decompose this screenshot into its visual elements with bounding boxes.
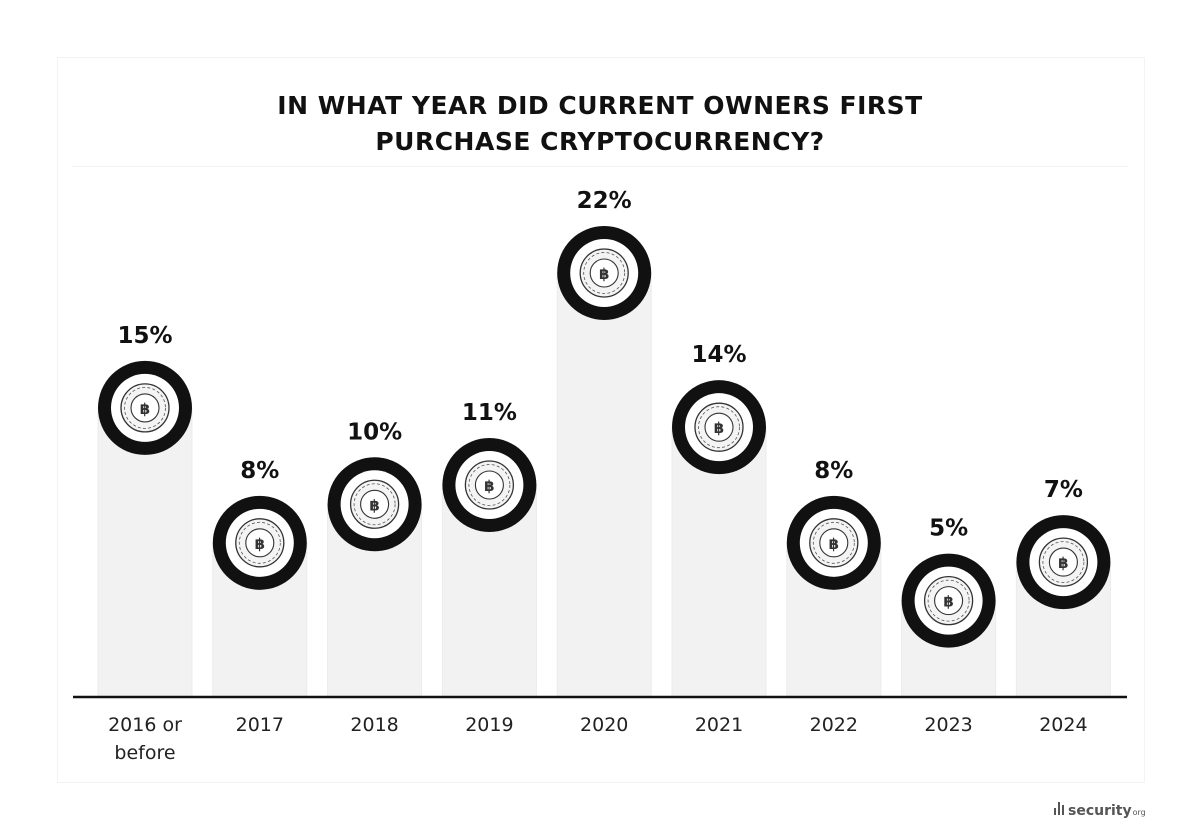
bitcoin-coin-icon: ฿ [901,553,996,648]
category-label-6: 2022 [810,714,858,736]
svg-text:฿: ฿ [369,496,379,514]
category-label-line: 2020 [580,714,628,736]
logo-text: security [1068,803,1132,819]
bar-4 [556,272,652,698]
svg-text:฿: ฿ [255,535,265,553]
title-divider [72,166,1128,167]
category-label-line: 2023 [924,714,972,736]
chart-title-line-1: IN WHAT YEAR DID CURRENT OWNERS FIRST [277,91,923,120]
value-label-2: 10% [347,419,402,445]
bitcoin-coin-icon: ฿ [212,495,307,590]
svg-text:฿: ฿ [484,477,494,495]
bitcoin-coin-icon: ฿ [557,226,652,320]
bitcoin-coin-icon: ฿ [98,360,192,455]
svg-text:฿: ฿ [599,265,609,283]
category-label-1: 2017 [236,714,284,736]
category-label-8: 2024 [1039,714,1087,736]
svg-text:฿: ฿ [1058,554,1068,572]
svg-text:฿: ฿ [714,419,724,437]
category-label-5: 2021 [695,714,743,736]
value-label-1: 8% [240,458,279,484]
bitcoin-coin-icon: ฿ [442,438,537,532]
value-label-4: 22% [577,188,632,214]
value-label-7: 5% [929,516,968,542]
category-label-4: 2020 [580,714,628,736]
svg-text:฿: ฿ [943,593,953,611]
svg-text:฿: ฿ [829,535,839,553]
bitcoin-coin-icon: ฿ [327,457,422,552]
chart-title: IN WHAT YEAR DID CURRENT OWNERS FIRST PU… [0,88,1200,160]
category-label-line: 2017 [236,714,284,736]
category-label-line: 2022 [810,714,858,736]
value-label-6: 8% [814,458,853,484]
category-label-line: 2016 or [108,714,182,736]
security-org-logo: security org [1054,802,1146,819]
category-label-line: before [114,742,175,764]
category-label-7: 2023 [924,714,972,736]
bar-0 [97,407,193,698]
svg-text:฿: ฿ [140,400,150,418]
logo-bars-icon [1054,802,1064,815]
category-label-line: 2019 [465,714,513,736]
value-label-0: 15% [117,323,172,349]
category-label-3: 2019 [465,714,513,736]
category-label-line: 2021 [695,714,743,736]
bitcoin-coin-icon: ฿ [672,380,766,475]
category-label-line: 2024 [1039,714,1087,736]
value-label-8: 7% [1044,477,1083,503]
value-label-5: 14% [691,342,746,368]
value-label-3: 11% [462,400,517,426]
bitcoin-coin-icon: ฿ [786,495,881,590]
chart-title-line-2: PURCHASE CRYPTOCURRENCY? [375,127,825,156]
category-label-line: 2018 [350,714,398,736]
bitcoin-coin-icon: ฿ [1016,515,1111,610]
category-label-0: 2016 or before [108,714,182,764]
logo-suffix: org [1132,808,1146,817]
category-label-2: 2018 [350,714,398,736]
